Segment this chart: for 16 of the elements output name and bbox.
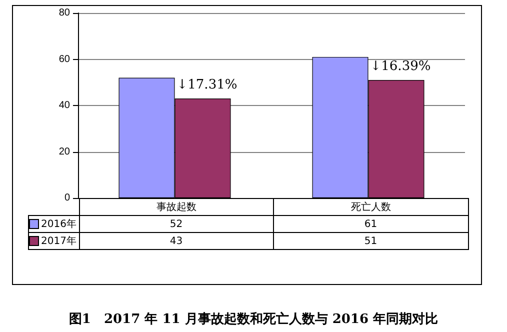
x-tick-label: 事故起数	[79, 198, 274, 216]
data-label: 61	[274, 216, 468, 232]
x-tick-label: 死亡人数	[274, 198, 468, 216]
y-tick-label: 60	[58, 54, 70, 65]
y-tick-label: 40	[58, 100, 70, 111]
data-label: 51	[274, 232, 468, 250]
y-tick-label: 20	[58, 146, 70, 158]
annotation: ↓16.39%	[370, 59, 431, 74]
annotation: ↓17.31%	[176, 78, 238, 93]
y-tick-label: 80	[58, 8, 70, 18]
text: 图1 2017 年 11 月事故起数和死亡人数与 2016 年同期对比	[68, 310, 440, 328]
data-label: 52	[79, 216, 274, 232]
data-label: 43	[79, 232, 274, 250]
legend-label: 2016年	[28, 216, 79, 232]
legend-label: 2017年	[28, 232, 79, 250]
y-tick-label: 0	[64, 192, 70, 204]
